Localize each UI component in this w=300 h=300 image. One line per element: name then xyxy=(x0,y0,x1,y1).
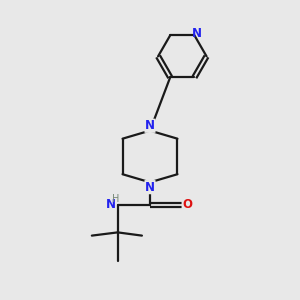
Text: H: H xyxy=(112,194,120,204)
Text: N: N xyxy=(192,27,202,40)
Text: N: N xyxy=(145,119,155,132)
Text: N: N xyxy=(106,198,116,212)
Text: N: N xyxy=(145,181,155,194)
Text: O: O xyxy=(182,198,192,212)
